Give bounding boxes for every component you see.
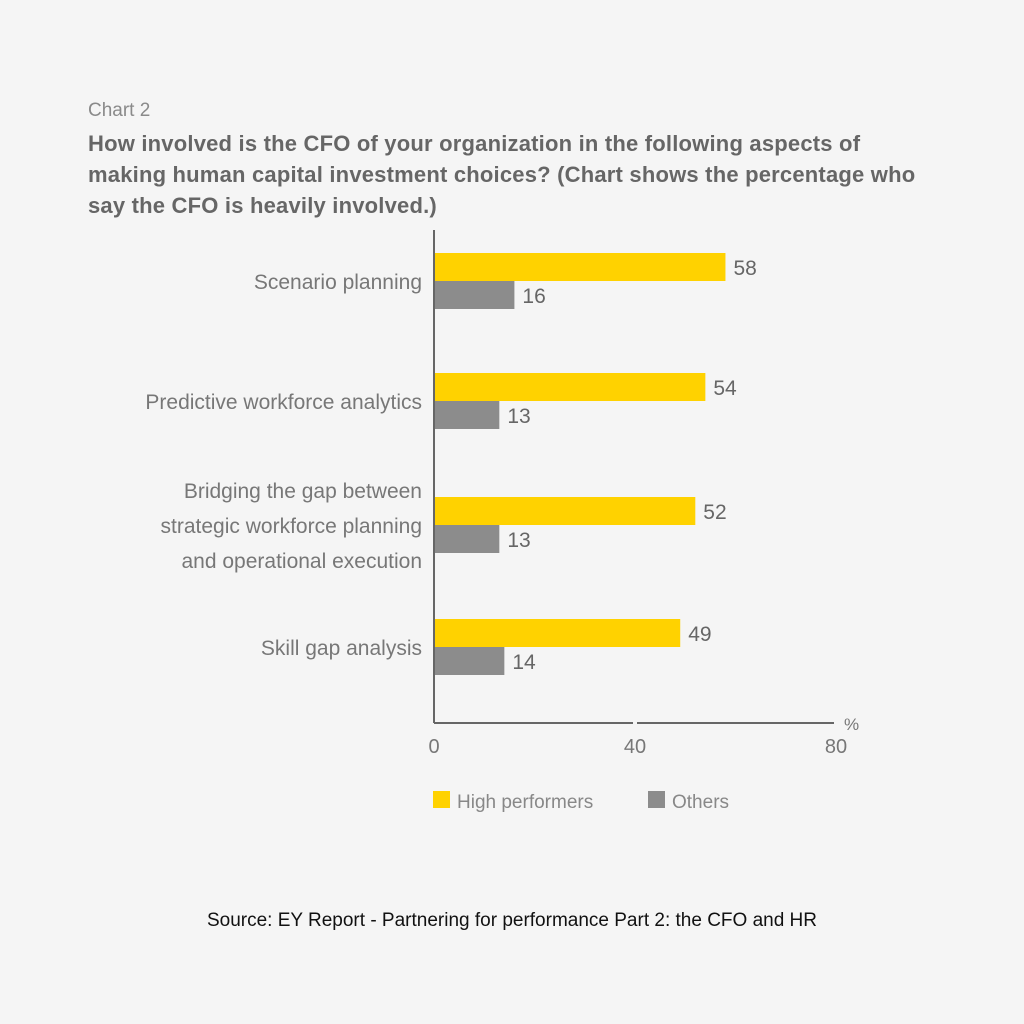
bar-value-label: 13 (507, 405, 530, 428)
x-axis-unit-label: % (844, 715, 859, 734)
bar-high-performers (435, 253, 726, 281)
bar-high-performers (435, 373, 706, 401)
category-label: Skill gap analysis (261, 637, 422, 660)
legend-label: High performers (457, 792, 593, 813)
category-label: Scenario planning (254, 271, 422, 294)
bar-high-performers (435, 619, 681, 647)
category-label: strategic workforce planning (161, 515, 422, 538)
bar-others (435, 281, 515, 309)
bar-value-label: 49 (688, 623, 711, 646)
x-tick-label: 80 (825, 736, 847, 758)
chart-number-label: Chart 2 (88, 100, 151, 121)
bar-value-label: 52 (703, 501, 726, 524)
legend-swatch-others (648, 791, 665, 808)
bar-high-performers (435, 497, 696, 525)
bar-others (435, 401, 500, 429)
bar-value-label: 54 (713, 377, 737, 400)
bar-value-label: 58 (733, 257, 756, 280)
x-tick-label: 40 (624, 736, 646, 758)
bar-value-label: 13 (507, 529, 530, 552)
category-label: and operational execution (181, 550, 422, 573)
bar-others (435, 525, 500, 553)
category-label: Bridging the gap between (184, 480, 422, 503)
source-caption: Source: EY Report - Partnering for perfo… (206, 910, 818, 931)
x-tick-label: 0 (428, 736, 439, 758)
category-label: Predictive workforce analytics (145, 391, 422, 414)
bar-value-label: 16 (522, 285, 545, 308)
legend-swatch-high-performers (433, 791, 450, 808)
bar-others (435, 647, 505, 675)
legend-label: Others (672, 792, 729, 813)
bar-value-label: 14 (512, 651, 536, 674)
chart-title: How involved is the CFO of your organiza… (88, 131, 916, 218)
